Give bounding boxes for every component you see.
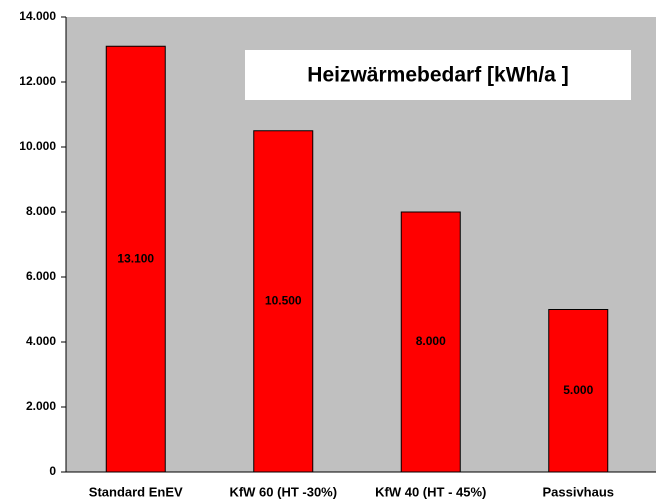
x-tick-label: KfW 40 (HT - 45%) [375,484,486,499]
bar [400,211,461,473]
x-tick-label: KfW 60 (HT -30%) [229,484,337,499]
y-tick-label: 2.000 [26,399,56,413]
value-label: 8.000 [416,334,446,348]
x-tick-label: Standard EnEV [89,484,183,499]
bar [105,45,166,473]
value-label: 13.100 [117,251,154,265]
chart-title: Heizwärmebedarf [kWh/a ] [307,64,568,87]
x-tick-label: Passivhaus [542,484,614,499]
y-tick-label: 0 [49,464,56,478]
y-tick-label: 8.000 [26,204,56,218]
y-tick-label: 4.000 [26,334,56,348]
bar [253,130,314,473]
y-tick-label: 6.000 [26,269,56,283]
title-box [245,50,631,100]
value-label: 10.500 [265,294,302,308]
y-tick-label: 14.000 [19,9,56,23]
value-label: 5.000 [563,383,593,397]
bar [548,309,609,473]
y-tick-label: 12.000 [19,74,56,88]
y-tick-label: 10.000 [19,139,56,153]
